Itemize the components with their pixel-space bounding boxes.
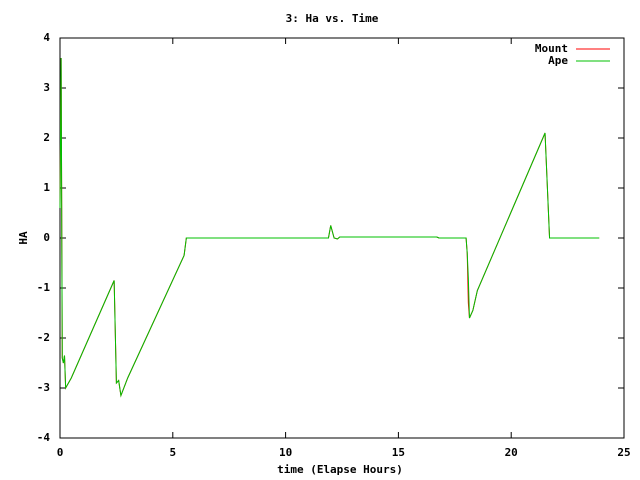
y-tick-label: 1 [43,181,50,194]
series-line [59,57,600,398]
y-tick-label: -4 [37,431,51,444]
x-tick-label: 15 [392,446,405,459]
x-tick-label: 0 [57,446,64,459]
x-tick-label: 5 [169,446,176,459]
x-tick-label: 25 [617,446,630,459]
y-tick-label: 0 [43,231,50,244]
legend-label: Mount [535,42,568,55]
y-tick-label: -1 [37,281,51,294]
y-tick-label: 4 [43,31,50,44]
y-tick-label: 2 [43,131,50,144]
chart-title: 3: Ha vs. Time [286,12,379,25]
x-axis-label: time (Elapse Hours) [277,463,403,476]
y-tick-label: -3 [37,381,50,394]
y-tick-label: -2 [37,331,50,344]
legend-label: Ape [548,54,568,67]
x-tick-label: 20 [505,446,518,459]
y-axis-label: HA [17,231,30,245]
x-tick-label: 10 [279,446,292,459]
y-tick-label: 3 [43,81,50,94]
